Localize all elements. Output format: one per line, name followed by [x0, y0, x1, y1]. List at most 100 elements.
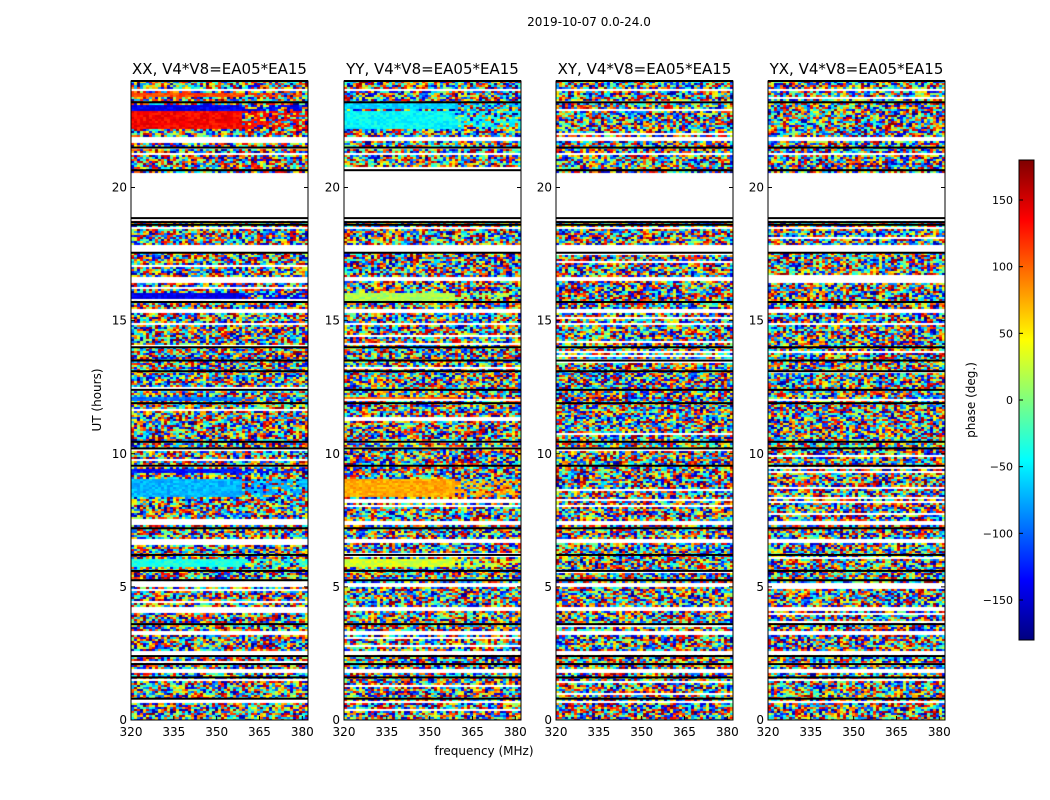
flag-line — [556, 447, 733, 450]
x-tick-label: 320 — [545, 725, 568, 739]
flag-line — [344, 221, 521, 224]
colorbar-label: phase (deg.) — [964, 362, 978, 438]
flag-line — [344, 527, 521, 530]
flag-line — [344, 579, 521, 582]
x-tick-label: 335 — [587, 725, 610, 739]
flag-line — [768, 697, 945, 700]
flag-line — [768, 676, 945, 679]
flag-line — [768, 655, 945, 658]
flag-line — [556, 217, 733, 220]
x-tick-label: 365 — [673, 725, 696, 739]
flag-line — [131, 300, 308, 303]
flag-line — [768, 553, 945, 556]
flag-line — [344, 217, 521, 220]
flag-line — [344, 569, 521, 572]
flag-line — [131, 655, 308, 658]
y-tick-label: 10 — [749, 447, 764, 461]
panel-frame — [555, 80, 734, 721]
flag-line — [344, 359, 521, 362]
y-tick-label: 5 — [544, 580, 552, 594]
flag-line — [556, 251, 733, 254]
colorbar-tick-label: −100 — [983, 527, 1013, 540]
figure-title: 2019-10-07 0.0-24.0 — [527, 15, 651, 29]
panel-title: YX, V4*V8=EA05*EA15 — [769, 60, 944, 78]
flag-line — [344, 623, 521, 626]
flag-line — [768, 388, 945, 391]
colorbar-ticks: 150 100 50 0 −50 −100 −150 — [983, 194, 1023, 607]
y-tick-label: 15 — [325, 314, 340, 328]
flag-line — [131, 623, 308, 626]
flag-line — [768, 464, 945, 467]
flag-line — [131, 697, 308, 700]
phase-raster — [131, 81, 308, 720]
phase-raster — [768, 81, 945, 720]
flag-line — [556, 370, 733, 373]
flag-line — [131, 101, 308, 104]
flag-line — [131, 388, 308, 391]
flag-line — [556, 101, 733, 104]
flag-line — [768, 579, 945, 582]
panel-title: YY, V4*V8=EA05*EA15 — [345, 60, 519, 78]
flag-line — [768, 300, 945, 303]
flag-line — [344, 440, 521, 443]
flag-line — [344, 346, 521, 349]
flag-line — [768, 663, 945, 666]
y-tick-label: 20 — [112, 181, 127, 195]
x-tick-label: 350 — [842, 725, 865, 739]
flag-line — [556, 440, 733, 443]
flag-line — [131, 464, 308, 467]
flag-line — [131, 370, 308, 373]
y-tick-label: 0 — [544, 713, 552, 727]
y-tick-label: 15 — [112, 314, 127, 328]
panel-xx: XX, V4*V8=EA05*EA15 0 5 10 15 20 320 335 350 365 3… — [112, 60, 314, 739]
panel-title: XX, V4*V8=EA05*EA15 — [132, 60, 307, 78]
flag-line — [556, 553, 733, 556]
panel-yx: YX, V4*V8=EA05*EA15 0 5 10 15 20 320 335 350 365 3… — [749, 60, 951, 739]
flag-line — [556, 579, 733, 582]
flag-line — [131, 402, 308, 405]
x-tick-label: 380 — [291, 725, 314, 739]
flag-line — [556, 169, 733, 172]
flag-line — [344, 663, 521, 666]
flag-line — [768, 101, 945, 104]
flag-line — [131, 663, 308, 666]
x-tick-label: 350 — [630, 725, 653, 739]
flag-line — [768, 217, 945, 220]
panel-frame — [130, 80, 309, 721]
flag-line — [131, 217, 308, 220]
flag-line — [556, 146, 733, 149]
flag-line — [131, 440, 308, 443]
flag-line — [344, 553, 521, 556]
y-tick-label: 20 — [749, 181, 764, 195]
flag-line — [131, 553, 308, 556]
flag-line — [344, 388, 521, 391]
x-tick-label: 380 — [928, 725, 951, 739]
flag-line — [131, 146, 308, 149]
flag-line — [344, 697, 521, 700]
flag-line — [344, 300, 521, 303]
x-tick-label: 335 — [799, 725, 822, 739]
flag-line — [556, 569, 733, 572]
flag-line — [556, 388, 733, 391]
colorbar-tick-label: 100 — [992, 261, 1013, 274]
flag-line — [344, 402, 521, 405]
flag-line — [344, 447, 521, 450]
flag-line — [768, 569, 945, 572]
flag-line — [556, 402, 733, 405]
panel-title: XY, V4*V8=EA05*EA15 — [558, 60, 732, 78]
flag-line — [768, 359, 945, 362]
x-tick-label: 365 — [461, 725, 484, 739]
flag-line — [768, 402, 945, 405]
flag-line — [556, 697, 733, 700]
x-tick-label: 335 — [375, 725, 398, 739]
flag-line — [768, 251, 945, 254]
flag-line — [556, 464, 733, 467]
flag-line — [131, 527, 308, 530]
flag-line — [556, 221, 733, 224]
y-tick-label: 10 — [325, 447, 340, 461]
flag-line — [131, 169, 308, 172]
x-tick-label: 365 — [248, 725, 271, 739]
flag-line — [131, 569, 308, 572]
x-tick-label: 350 — [418, 725, 441, 739]
flag-line — [344, 146, 521, 149]
